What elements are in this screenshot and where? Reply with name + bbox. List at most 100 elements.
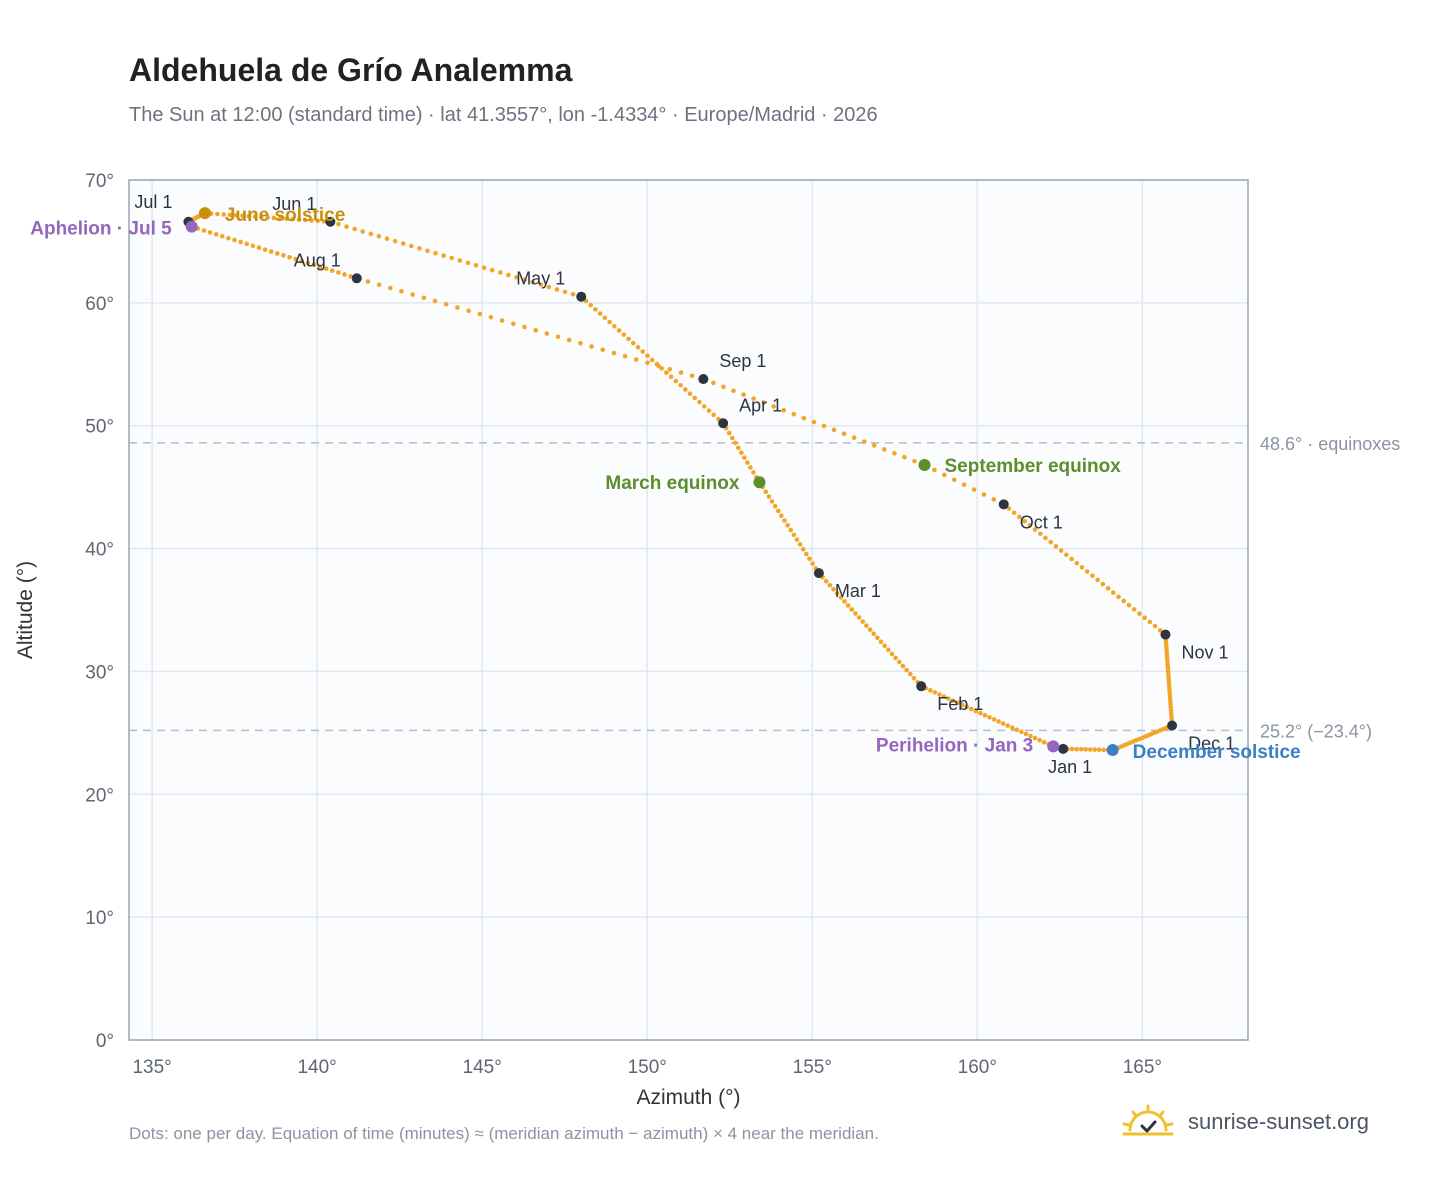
day-dot [633,357,639,362]
day-dot [457,258,463,263]
day-dot [937,692,942,697]
day-dot [751,396,756,401]
day-dot [274,251,280,256]
day-dot [861,439,867,444]
day-dot [1142,615,1147,621]
day-dot [365,279,371,284]
day-dot [766,494,772,499]
day-dot [971,487,977,492]
brand[interactable]: sunrise-sunset.org [1120,1104,1369,1140]
day-dot [215,211,220,217]
y-tick-label: 20° [85,785,114,806]
day-dot [1101,747,1106,753]
day-dot [775,508,781,514]
day-dot [1022,518,1027,524]
day-dot [791,532,797,538]
day-dot [842,599,847,604]
day-dot [417,246,422,251]
event-marker [1047,740,1060,753]
day-dot [991,497,997,502]
day-dot [640,349,646,354]
day-dot [240,213,245,219]
day-dot [635,345,641,350]
day-dot [544,331,550,336]
y-tick-label: 60° [85,294,114,315]
day-dot [622,353,628,359]
day-dot [290,216,296,222]
day-dot [342,272,347,277]
day-dot [1017,514,1022,520]
day-dot [506,272,511,278]
day-dot [729,435,735,441]
day-dot [871,443,877,448]
day-dot [309,218,314,223]
month-marker [325,216,336,227]
day-dot [611,350,617,356]
day-dot [1032,735,1038,741]
day-dot [455,305,460,310]
day-dot [959,702,965,708]
day-dot [1079,565,1085,570]
day-dot [1005,723,1011,728]
day-dot [1043,535,1048,541]
plot-frame [128,179,1249,1041]
event-marker [753,476,766,489]
day-dot [302,217,308,223]
day-dot [769,499,775,504]
day-dot [348,274,353,279]
day-dot [441,253,446,258]
day-dot [772,503,778,509]
month-label: Oct 1 [1020,512,1063,532]
day-dot [771,404,777,409]
day-dot [277,216,283,221]
day-dot [1074,560,1080,566]
day-dot [838,595,844,600]
day-dot [287,254,292,260]
day-dot [893,655,898,661]
y-tick-label: 0° [96,1031,114,1052]
day-dot [741,392,746,397]
day-dot [250,243,256,249]
day-dot [811,419,817,425]
day-dot [602,315,608,321]
day-dot [265,215,270,220]
month-marker [916,681,927,692]
day-dot [1014,727,1020,733]
day-dot [533,327,538,333]
day-dot [763,489,769,495]
day-dot [360,229,366,234]
day-dot [807,556,812,562]
y-tick-label: 50° [85,417,114,438]
day-dot [656,363,661,369]
day-dot [293,256,298,262]
month-marker [576,291,587,302]
day-dot [678,370,684,375]
day-dot [578,340,583,346]
day-dot [384,236,390,241]
month-label: Sep 1 [719,351,766,371]
day-dot [932,690,938,695]
day-dot [900,663,906,669]
day-dot [678,382,683,388]
day-dot [554,287,560,292]
day-dot [465,260,471,266]
day-dot [845,603,851,608]
day-dot [706,408,712,413]
month-label: Jun 1 [272,194,316,214]
day-dot [645,353,650,359]
day-dot [882,447,887,452]
day-dot [1069,746,1075,752]
day-dot [219,233,225,239]
day-dot [1105,586,1111,591]
day-dot [499,318,505,323]
day-dot [1037,531,1043,537]
day-dot [244,241,250,247]
day-dot [856,615,862,620]
month-marker [1058,743,1069,754]
event-label: March equinox [605,473,740,494]
day-dot [593,307,598,312]
day-dot [800,546,806,552]
month-label: Aug 1 [294,250,341,270]
day-dot [673,378,679,384]
